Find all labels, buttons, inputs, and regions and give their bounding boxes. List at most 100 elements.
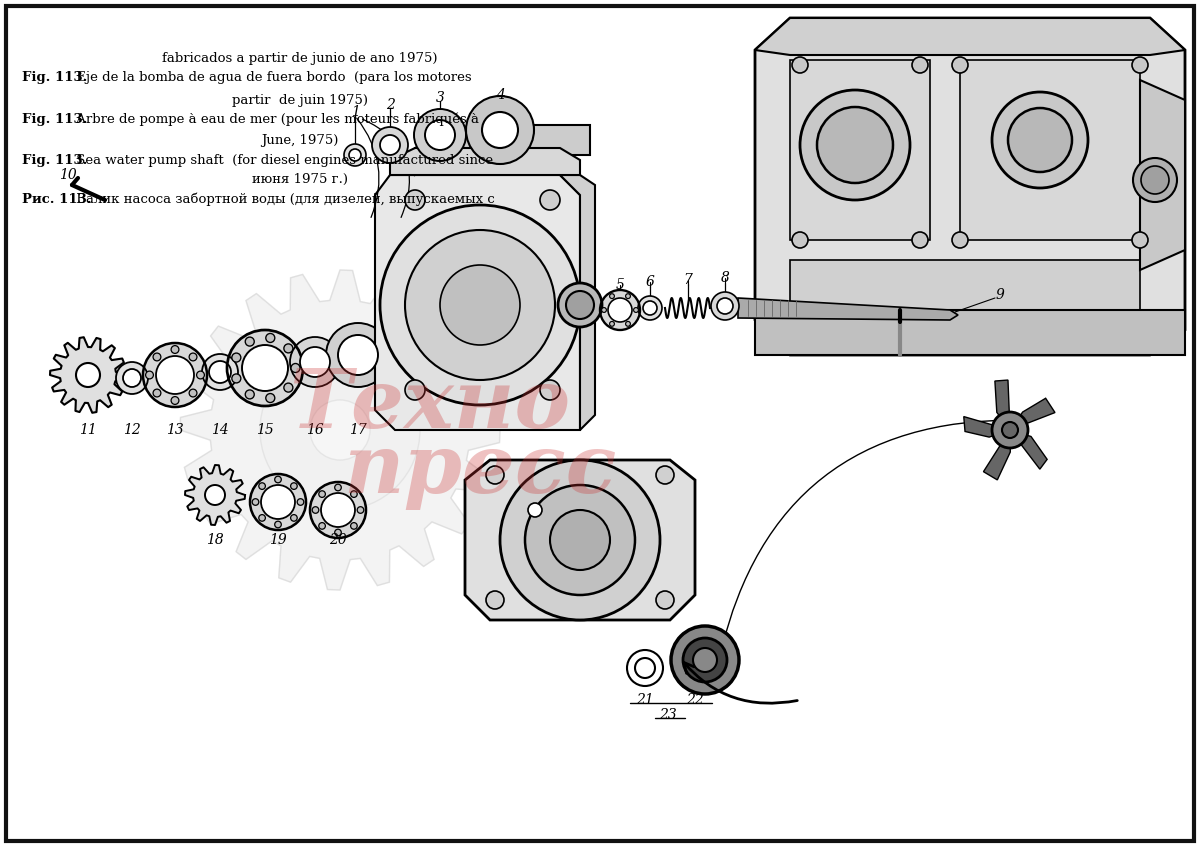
Text: 15: 15	[256, 423, 274, 437]
Circle shape	[486, 466, 504, 484]
Circle shape	[558, 283, 602, 327]
Circle shape	[638, 296, 662, 320]
Text: 11: 11	[79, 423, 97, 437]
Circle shape	[952, 57, 968, 73]
Text: Fig. 113.: Fig. 113.	[22, 71, 88, 84]
Circle shape	[145, 371, 154, 379]
Polygon shape	[415, 125, 590, 175]
Polygon shape	[1140, 80, 1186, 270]
Circle shape	[634, 307, 638, 313]
Circle shape	[792, 57, 808, 73]
Circle shape	[290, 515, 298, 521]
Text: 1: 1	[350, 105, 360, 119]
Circle shape	[252, 499, 259, 506]
Polygon shape	[143, 343, 208, 407]
Circle shape	[319, 523, 325, 529]
Circle shape	[292, 363, 300, 373]
Circle shape	[952, 232, 968, 248]
Circle shape	[566, 291, 594, 319]
Text: 14: 14	[211, 423, 229, 437]
Circle shape	[500, 460, 660, 620]
Circle shape	[710, 292, 739, 320]
Circle shape	[406, 230, 554, 380]
Circle shape	[335, 529, 341, 536]
Circle shape	[440, 265, 520, 345]
Circle shape	[197, 371, 204, 379]
Text: fabricados a partir de junio de ano 1975): fabricados a partir de junio de ano 1975…	[162, 52, 438, 65]
Circle shape	[350, 490, 358, 497]
Text: 7: 7	[684, 273, 692, 287]
Circle shape	[694, 648, 718, 672]
Circle shape	[718, 298, 733, 314]
Circle shape	[275, 521, 281, 528]
Polygon shape	[1010, 398, 1055, 430]
Polygon shape	[755, 18, 1186, 355]
Circle shape	[1002, 422, 1018, 438]
Text: Техно: Техно	[289, 365, 570, 445]
Circle shape	[380, 135, 400, 155]
Circle shape	[209, 361, 230, 383]
Circle shape	[300, 347, 330, 377]
Circle shape	[124, 369, 142, 387]
Circle shape	[1008, 108, 1072, 172]
Circle shape	[265, 394, 275, 402]
Circle shape	[358, 507, 364, 513]
Circle shape	[466, 96, 534, 164]
Polygon shape	[738, 298, 958, 320]
Circle shape	[635, 658, 655, 678]
Circle shape	[1132, 232, 1148, 248]
Circle shape	[540, 380, 560, 400]
Circle shape	[1141, 166, 1169, 194]
Circle shape	[912, 57, 928, 73]
Circle shape	[312, 507, 319, 513]
Polygon shape	[755, 310, 1186, 355]
Polygon shape	[755, 18, 1186, 55]
Circle shape	[380, 205, 580, 405]
Circle shape	[610, 294, 614, 298]
Circle shape	[245, 337, 254, 346]
Circle shape	[154, 353, 161, 361]
Polygon shape	[242, 345, 288, 391]
Text: 5: 5	[616, 278, 624, 292]
Circle shape	[172, 396, 179, 404]
Circle shape	[656, 466, 674, 484]
Circle shape	[671, 626, 739, 694]
Text: 6: 6	[646, 275, 654, 289]
Circle shape	[912, 232, 928, 248]
Polygon shape	[180, 270, 500, 590]
Circle shape	[406, 380, 425, 400]
Polygon shape	[964, 417, 1010, 437]
Circle shape	[486, 591, 504, 609]
Text: 21: 21	[636, 693, 654, 707]
Circle shape	[298, 499, 304, 506]
Circle shape	[625, 294, 630, 298]
Circle shape	[372, 127, 408, 163]
Circle shape	[232, 353, 241, 362]
Text: пресс: пресс	[343, 430, 617, 510]
Circle shape	[190, 389, 197, 397]
Circle shape	[284, 344, 293, 353]
Circle shape	[425, 120, 455, 150]
Circle shape	[335, 484, 341, 490]
Circle shape	[76, 363, 100, 387]
Circle shape	[528, 503, 542, 517]
Polygon shape	[984, 430, 1010, 480]
Circle shape	[326, 323, 390, 387]
Circle shape	[232, 374, 241, 383]
Circle shape	[1133, 158, 1177, 202]
Circle shape	[656, 591, 674, 609]
Polygon shape	[1010, 430, 1048, 469]
Circle shape	[265, 334, 275, 342]
Text: 9: 9	[996, 288, 1004, 302]
Circle shape	[338, 335, 378, 375]
Polygon shape	[995, 380, 1010, 430]
Circle shape	[319, 490, 325, 497]
Circle shape	[290, 483, 298, 490]
Circle shape	[643, 301, 658, 315]
Text: Рис. 113.: Рис. 113.	[22, 193, 91, 206]
Circle shape	[526, 485, 635, 595]
Circle shape	[817, 107, 893, 183]
Polygon shape	[250, 474, 306, 530]
Circle shape	[154, 389, 161, 397]
Circle shape	[414, 109, 466, 161]
